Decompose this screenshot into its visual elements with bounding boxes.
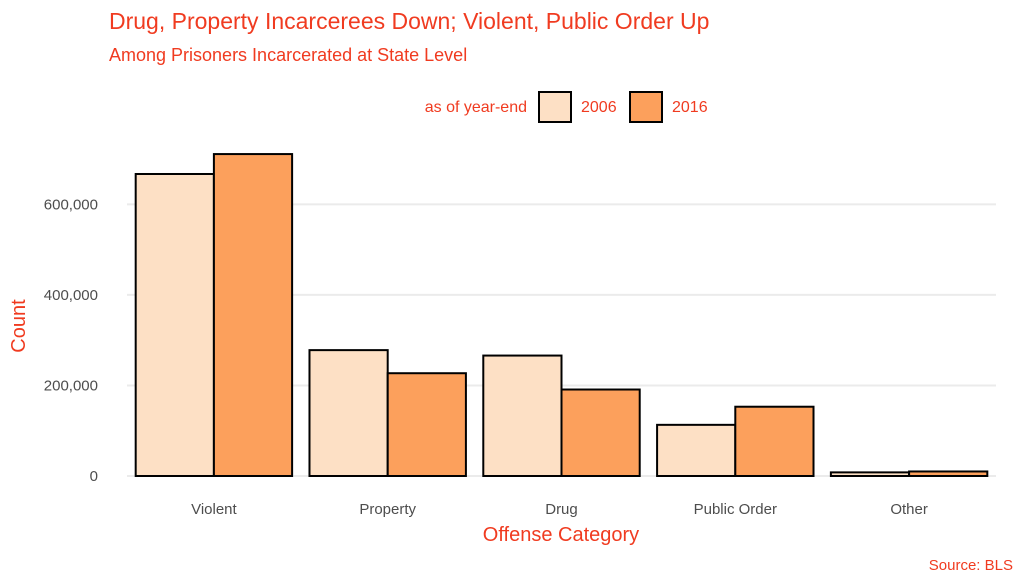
x-axis-title: Offense Category xyxy=(483,524,639,546)
bar-drug-2016 xyxy=(560,388,641,477)
bar-violent-2016 xyxy=(212,153,294,477)
x-tick-label-property: Property xyxy=(359,501,416,518)
bar-property-2006 xyxy=(308,349,389,477)
bar-other-2006 xyxy=(829,471,911,477)
chart-caption: Source: BLS xyxy=(929,557,1013,574)
x-tick-label-violent: Violent xyxy=(191,501,237,518)
bar-drug-2006 xyxy=(482,354,563,477)
x-axis-tick-labels: Violent Property Drug Public Order Other xyxy=(191,501,928,518)
legend-swatch-2006 xyxy=(538,91,572,123)
y-axis-tick-labels: 0 200,000 400,000 600,000 xyxy=(44,196,98,485)
bar-other-2016 xyxy=(908,470,989,478)
bar-public-order-2006 xyxy=(656,423,737,478)
x-tick-label-drug: Drug xyxy=(545,501,578,518)
y-tick-label: 0 xyxy=(90,468,98,485)
bar-property-2016 xyxy=(386,372,467,478)
bar-public-order-2016 xyxy=(734,405,815,478)
chart-subtitle: Among Prisoners Incarcerated at State Le… xyxy=(109,45,467,65)
y-tick-label: 600,000 xyxy=(44,196,98,213)
legend-title: as of year-end xyxy=(425,99,527,116)
bars xyxy=(134,153,989,478)
chart-title: Drug, Property Incarcerees Down; Violent… xyxy=(109,8,709,34)
y-tick-label: 400,000 xyxy=(44,287,98,304)
legend-label-2006: 2006 xyxy=(581,99,617,116)
x-tick-label-public-order: Public Order xyxy=(694,501,777,518)
y-axis-title: Count xyxy=(8,299,30,353)
x-tick-label-other: Other xyxy=(890,501,928,518)
legend: as of year-end 2006 2016 xyxy=(425,91,708,123)
legend-label-2016: 2016 xyxy=(672,99,708,116)
legend-swatch-2016 xyxy=(629,91,663,123)
y-tick-label: 200,000 xyxy=(44,377,98,394)
bar-violent-2006 xyxy=(134,172,215,477)
